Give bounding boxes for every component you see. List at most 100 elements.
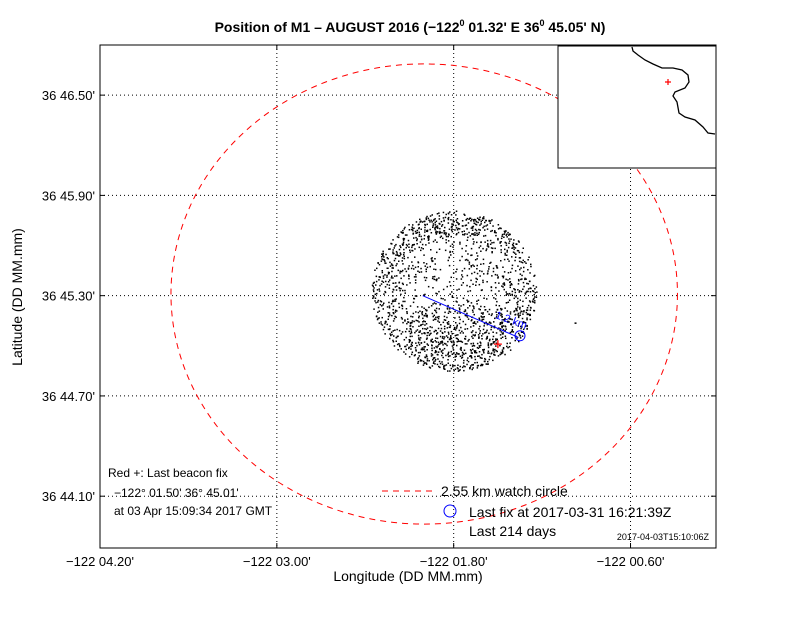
track-point (471, 345, 474, 347)
track-point (482, 217, 484, 219)
track-point (514, 259, 516, 262)
track-point (488, 358, 490, 361)
track-point (448, 333, 450, 335)
track-point (402, 232, 404, 234)
track-point (454, 353, 457, 356)
track-point (512, 331, 515, 333)
track-point (521, 251, 524, 254)
track-point (519, 268, 521, 271)
track-point (425, 312, 427, 315)
track-point (500, 331, 503, 333)
chart-title: Position of M1 – AUGUST 2016 (−1220 01.3… (215, 18, 606, 35)
track-point (462, 233, 464, 236)
track-point (476, 361, 478, 364)
track-point (467, 222, 470, 224)
watch-circle (170, 63, 678, 525)
track-point (447, 340, 449, 343)
track-point (382, 328, 385, 331)
track-point (493, 349, 495, 351)
track-point (480, 363, 483, 366)
track-point (443, 347, 446, 350)
track-point (415, 349, 417, 351)
track-point (482, 313, 484, 315)
track-point (532, 290, 534, 292)
track-point (430, 340, 432, 343)
track-point (497, 237, 499, 240)
track-point (380, 260, 383, 262)
track-point (479, 330, 481, 332)
track-point (414, 354, 416, 356)
track-point (463, 213, 465, 216)
track-point (426, 337, 428, 339)
track-point (383, 293, 385, 295)
track-point (461, 274, 463, 276)
track-point (446, 308, 449, 310)
track-point (411, 321, 413, 324)
track-point (398, 287, 400, 289)
track-point (521, 278, 523, 280)
track-point (448, 310, 450, 313)
track-point (476, 217, 479, 219)
track-point (503, 282, 505, 284)
track-point (444, 342, 446, 345)
track-point (536, 291, 538, 293)
track-point (508, 240, 511, 242)
track-point (398, 329, 401, 332)
track-point (446, 344, 448, 347)
track-point (488, 220, 490, 222)
track-point (416, 231, 418, 234)
track-point (485, 219, 487, 222)
track-point (394, 309, 397, 312)
track-point (574, 322, 577, 324)
track-point (412, 326, 414, 328)
track-point (429, 215, 432, 217)
track-point (414, 289, 416, 291)
track-point (420, 271, 423, 273)
track-point (495, 311, 497, 313)
x-tick-label: −122 04.20' (66, 554, 134, 569)
track-point (436, 337, 439, 340)
track-point (465, 224, 468, 226)
track-point (454, 368, 457, 370)
track-point (460, 340, 462, 343)
track-point (502, 286, 504, 288)
track-point (471, 272, 473, 275)
track-point (453, 241, 455, 243)
track-point (381, 253, 383, 255)
track-point (461, 330, 463, 333)
track-point (450, 337, 453, 340)
track-point (480, 223, 482, 225)
track-point (482, 333, 484, 335)
track-point (506, 293, 508, 295)
track-point (527, 304, 530, 307)
track-point (444, 226, 446, 229)
track-point (522, 247, 524, 249)
track-point (517, 314, 519, 316)
track-point (426, 327, 429, 329)
track-point (424, 320, 426, 323)
track-point (442, 321, 445, 324)
track-point (448, 234, 450, 236)
track-point (404, 289, 406, 292)
track-point (489, 262, 491, 264)
track-point (495, 286, 497, 289)
track-point (523, 285, 525, 288)
track-point (491, 275, 493, 277)
track-point (534, 288, 536, 290)
track-point (476, 278, 478, 281)
track-point (432, 224, 434, 227)
track-point (429, 333, 431, 335)
track-point (373, 290, 375, 293)
track-point (399, 289, 401, 292)
track-point (440, 324, 442, 326)
track-point (481, 353, 483, 356)
track-point (431, 259, 433, 262)
track-point (439, 348, 441, 351)
track-point (476, 234, 478, 236)
track-point (394, 286, 397, 288)
track-point (431, 257, 433, 259)
track-point (424, 308, 427, 311)
track-point (427, 239, 430, 241)
track-point (523, 310, 525, 312)
track-point (382, 308, 384, 310)
